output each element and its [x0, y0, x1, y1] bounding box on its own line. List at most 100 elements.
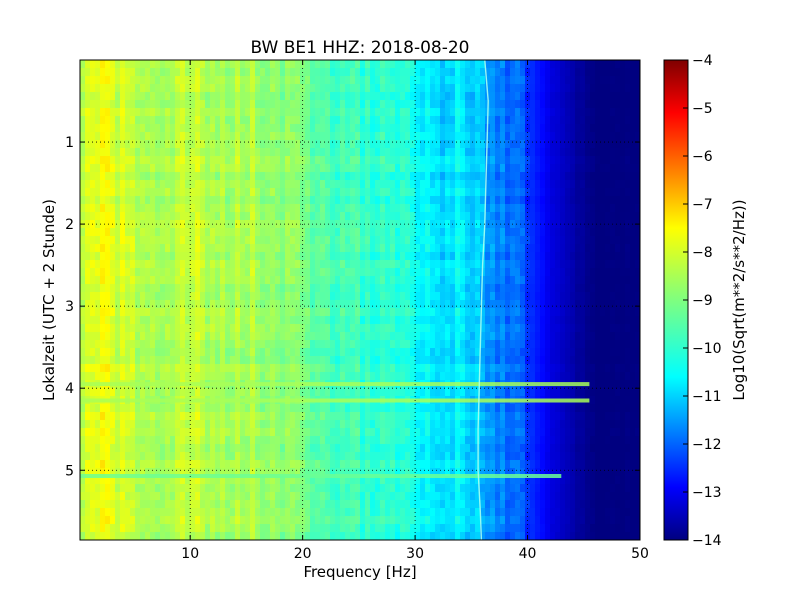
- heatmap-cell: [285, 180, 291, 189]
- heatmap-cell: [600, 164, 606, 173]
- heatmap-cell: [505, 364, 511, 373]
- heatmap-cell: [150, 260, 156, 269]
- heatmap-cell: [505, 76, 511, 85]
- heatmap-cell: [235, 388, 241, 397]
- heatmap-cell: [620, 244, 626, 253]
- heatmap-cell: [200, 100, 206, 109]
- heatmap-cell: [245, 92, 251, 101]
- heatmap-cell: [295, 332, 301, 341]
- heatmap-cell: [215, 332, 221, 341]
- heatmap-cell: [205, 172, 211, 181]
- heatmap-cell: [320, 164, 326, 173]
- heatmap-cell: [520, 60, 526, 69]
- heatmap-cell: [200, 212, 206, 221]
- heatmap-cell: [605, 60, 611, 69]
- heatmap-cell: [370, 356, 376, 365]
- heatmap-cell: [330, 316, 336, 325]
- heatmap-cell: [575, 196, 581, 205]
- heatmap-cell: [495, 252, 501, 261]
- heatmap-cell: [180, 84, 186, 93]
- heatmap-cell: [295, 68, 301, 77]
- heatmap-cell: [365, 308, 371, 317]
- heatmap-cell: [550, 148, 556, 157]
- heatmap-cell: [245, 356, 251, 365]
- heatmap-cell: [200, 300, 206, 309]
- heatmap-cell: [310, 308, 316, 317]
- heatmap-cell: [435, 308, 441, 317]
- heatmap-cell: [430, 276, 436, 285]
- heatmap-cell: [110, 68, 116, 77]
- heatmap-cell: [585, 124, 591, 133]
- heatmap-cell: [115, 292, 121, 301]
- heatmap-cell: [615, 380, 621, 389]
- heatmap-cell: [545, 76, 551, 85]
- heatmap-cell: [570, 228, 576, 237]
- heatmap-cell: [95, 196, 101, 205]
- heatmap-cell: [435, 116, 441, 125]
- heatmap-cell: [450, 92, 456, 101]
- heatmap-cell: [430, 388, 436, 397]
- heatmap-cell: [495, 228, 501, 237]
- heatmap-cell: [575, 252, 581, 261]
- heatmap-cell: [390, 412, 396, 421]
- heatmap-cell: [110, 244, 116, 253]
- heatmap-cell: [140, 364, 146, 373]
- heatmap-cell: [535, 324, 541, 333]
- heatmap-cell: [330, 284, 336, 293]
- heatmap-cell: [485, 332, 491, 341]
- heatmap-cell: [605, 308, 611, 317]
- heatmap-cell: [275, 76, 281, 85]
- heatmap-cell: [115, 300, 121, 309]
- heatmap-cell: [275, 276, 281, 285]
- heatmap-cell: [590, 180, 596, 189]
- heatmap-cell: [95, 140, 101, 149]
- heatmap-cell: [515, 92, 521, 101]
- heatmap-cell: [565, 404, 571, 413]
- heatmap-cell: [435, 364, 441, 373]
- heatmap-cell: [450, 324, 456, 333]
- heatmap-cell: [570, 244, 576, 253]
- heatmap-cell: [440, 252, 446, 261]
- heatmap-cell: [500, 236, 506, 245]
- heatmap-cell: [375, 124, 381, 133]
- heatmap-cell: [515, 172, 521, 181]
- heatmap-cell: [135, 308, 141, 317]
- heatmap-cell: [620, 276, 626, 285]
- heatmap-cell: [290, 108, 296, 117]
- heatmap-cell: [310, 204, 316, 213]
- heatmap-cell: [605, 68, 611, 77]
- heatmap-cell: [415, 220, 421, 229]
- heatmap-cell: [575, 244, 581, 253]
- heatmap-cell: [230, 404, 236, 413]
- heatmap-cell: [380, 60, 386, 69]
- heatmap-cell: [540, 324, 546, 333]
- heatmap-cell: [490, 188, 496, 197]
- heatmap-cell: [90, 372, 96, 381]
- heatmap-cell: [590, 324, 596, 333]
- heatmap-cell: [335, 300, 341, 309]
- heatmap-cell: [280, 164, 286, 173]
- heatmap-cell: [145, 180, 151, 189]
- heatmap-cell: [370, 252, 376, 261]
- heatmap-cell: [505, 348, 511, 357]
- heatmap-cell: [590, 356, 596, 365]
- heatmap-cell: [150, 348, 156, 357]
- heatmap-cell: [475, 276, 481, 285]
- heatmap-cell: [410, 268, 416, 277]
- heatmap-cell: [200, 140, 206, 149]
- heatmap-cell: [480, 180, 486, 189]
- heatmap-cell: [610, 164, 616, 173]
- heatmap-cell: [130, 260, 136, 269]
- heatmap-cell: [80, 132, 86, 141]
- heatmap-cell: [400, 132, 406, 141]
- heatmap-cell: [615, 252, 621, 261]
- heatmap-cell: [515, 204, 521, 213]
- heatmap-cell: [145, 164, 151, 173]
- heatmap-cell: [205, 204, 211, 213]
- heatmap-cell: [480, 188, 486, 197]
- heatmap-cell: [545, 148, 551, 157]
- heatmap-cell: [535, 268, 541, 277]
- heatmap-cell: [200, 148, 206, 157]
- heatmap-cell: [105, 140, 111, 149]
- heatmap-cell: [560, 164, 566, 173]
